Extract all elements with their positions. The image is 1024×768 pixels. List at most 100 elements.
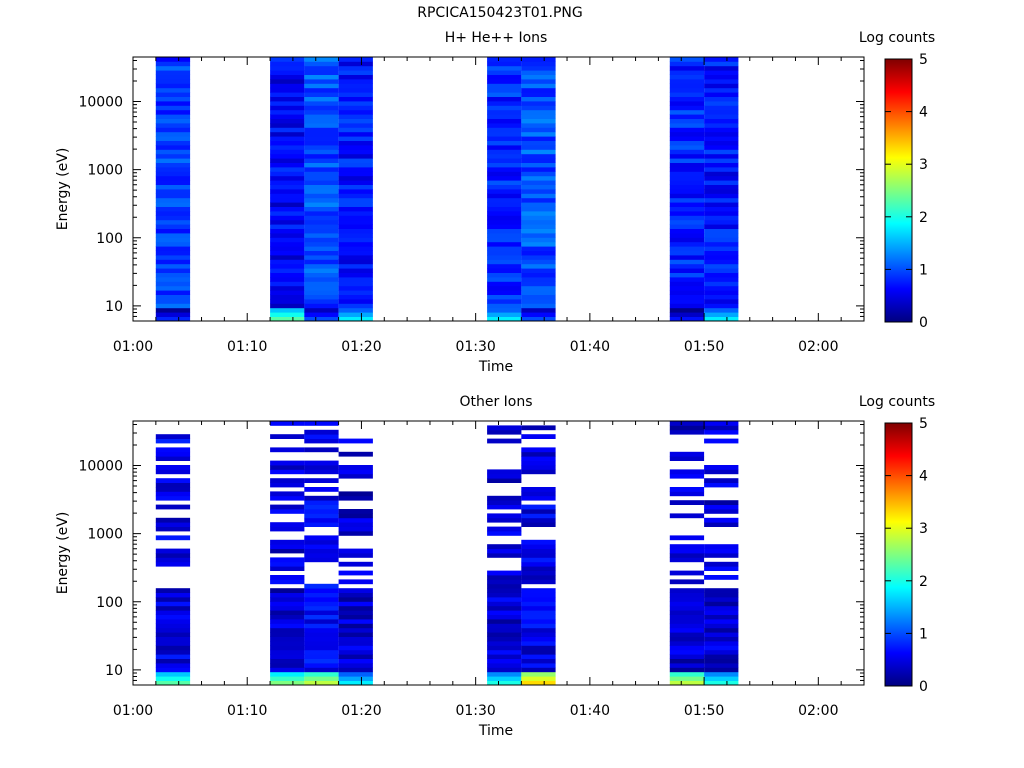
heatmap-cell [338,307,373,313]
heatmap-cell [270,145,305,150]
heatmap-cell [338,233,373,238]
heatmap-cell [338,281,373,287]
heatmap-cell [270,465,305,470]
heatmap-cell [338,473,373,479]
heatmap-cell [270,211,305,216]
x-tick-label: 01:50 [684,339,724,355]
heatmap-cell [338,522,373,527]
heatmap-cell [669,237,705,243]
heatmap-cell [304,92,339,97]
heatmap-cell [669,263,705,269]
heatmap-cell [521,601,556,607]
heatmap-cell [487,680,522,686]
heatmap-cell [155,140,191,146]
heatmap-cell [669,605,705,611]
heatmap-cell [155,101,191,106]
heatmap-cell [338,175,373,181]
heatmap-cell [338,658,373,664]
heatmap-cell [487,180,522,185]
heatmap-cell [521,246,556,251]
heatmap-cell [338,592,373,598]
y-tick-label: 10000 [78,95,123,111]
heatmap-cell [704,215,739,221]
heatmap-cell [304,127,339,133]
heatmap-cell [487,272,522,278]
heatmap-cell [270,268,305,273]
heatmap-cell [669,667,705,673]
colorbar-tick-label: 2 [919,210,928,226]
heatmap-cell [304,290,339,295]
panel-other-ions: Other Ions 01:00 01:10 01:20 01:30 01:40 01:5… [55,394,935,739]
heatmap-cell [155,548,191,554]
heatmap-cell [304,114,339,119]
heatmap-cell [704,610,739,615]
heatmap-cell [669,277,705,282]
heatmap-cell [304,215,339,221]
heatmap-cell [155,447,191,453]
heatmap-cell [155,171,191,177]
heatmap-cell [704,237,739,243]
heatmap-cell [521,487,556,492]
heatmap-cell [704,92,739,97]
heatmap-cell [704,561,739,567]
heatmap-cell [487,153,522,159]
heatmap-cell [521,241,556,247]
heatmap-cell [270,193,305,199]
heatmap-cell [521,96,556,102]
heatmap-cell [304,105,339,111]
heatmap-cell [304,509,339,514]
heatmap-cell [521,193,556,199]
heatmap-cell [704,259,739,265]
heatmap-cell [521,654,556,659]
heatmap-cell [487,184,522,190]
heatmap-cell [521,451,556,457]
heatmap-cell [521,268,556,273]
heatmap-cell [155,127,191,133]
heatmap-cell [304,504,339,510]
heatmap-cell [304,680,339,686]
heatmap-cell [669,149,705,155]
x-tick-label: 01:10 [227,339,267,355]
heatmap-cell [270,299,305,304]
heatmap-cell [521,316,556,322]
panel-h-he-ions: H+ He++ Ions 01:00 01:10 01:20 01:30 01:40 01… [55,30,935,375]
heatmap-cell [521,663,556,668]
colorbar-label: Log counts [859,394,935,410]
heatmap-cell [669,421,705,426]
heatmap-cell [270,70,305,75]
heatmap-cell [304,149,339,155]
heatmap-cell [304,158,339,163]
heatmap-cell [155,451,191,457]
heatmap-cell [669,114,705,119]
heatmap-cell [704,482,739,488]
heatmap-cell [521,175,556,181]
heatmap-cell [304,658,339,664]
heatmap-cell [270,153,305,159]
colorbar-tick-label: 0 [919,679,928,695]
heatmap-cell [669,601,705,607]
heatmap-cell [270,579,305,585]
heatmap-cell [304,500,339,505]
heatmap-cell [270,614,305,620]
heatmap-cell [521,87,556,93]
heatmap-cell [338,206,373,212]
heatmap-cell [704,307,739,313]
heatmap-cell [270,539,305,545]
heatmap-cell [338,641,373,646]
heatmap-cell [704,438,739,444]
heatmap-cell [704,57,739,62]
heatmap-cell [270,180,305,185]
heatmap-cell [704,619,739,624]
heatmap-cell [338,74,373,80]
heatmap-cell [487,636,522,642]
heatmap-cell [487,96,522,102]
heatmap-cell [521,579,556,585]
heatmap-cell [521,57,556,62]
heatmap-cell [669,123,705,128]
heatmap-cell [304,303,339,309]
heatmap-cell [304,557,339,563]
heatmap-cell [155,180,191,185]
y-axis: 10 100 1000 10000 [78,423,864,686]
x-tick-label: 01:10 [227,703,267,719]
heatmap-cell [338,57,373,62]
